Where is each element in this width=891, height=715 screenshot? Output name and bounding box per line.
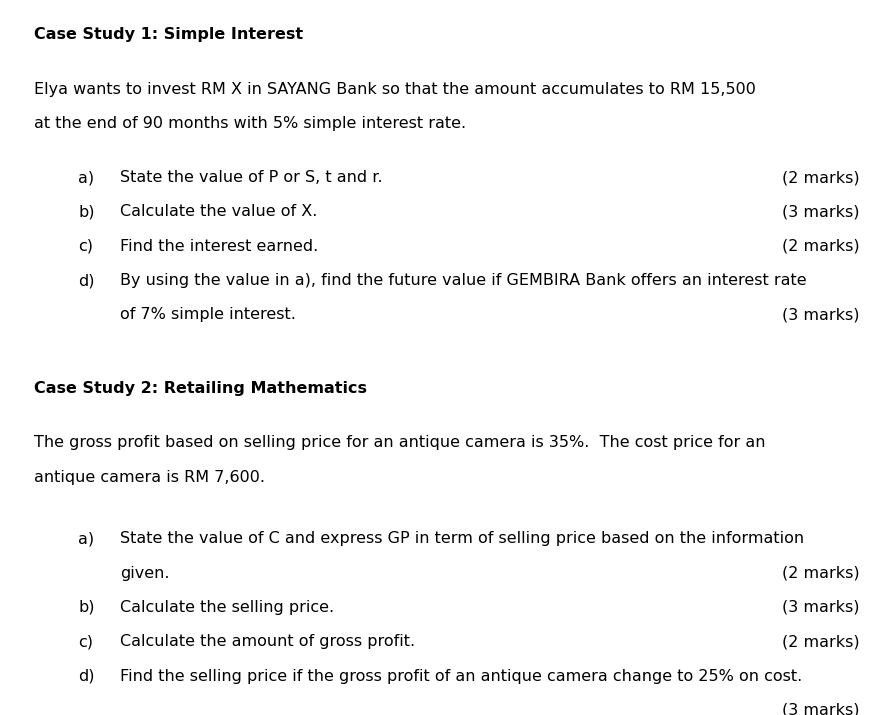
Text: Case Study 1: Simple Interest: Case Study 1: Simple Interest — [34, 27, 303, 42]
Text: (3 marks): (3 marks) — [782, 703, 860, 715]
Text: Elya wants to invest RM X in SAYANG Bank so that the amount accumulates to RM 15: Elya wants to invest RM X in SAYANG Bank… — [34, 82, 756, 97]
Text: Calculate the amount of gross profit.: Calculate the amount of gross profit. — [120, 634, 415, 649]
Text: c): c) — [78, 239, 94, 254]
Text: (2 marks): (2 marks) — [782, 566, 860, 581]
Text: b): b) — [78, 600, 95, 615]
Text: Calculate the selling price.: Calculate the selling price. — [120, 600, 334, 615]
Text: a): a) — [78, 170, 94, 185]
Text: (3 marks): (3 marks) — [782, 307, 860, 322]
Text: State the value of C and express GP in term of selling price based on the inform: State the value of C and express GP in t… — [120, 531, 805, 546]
Text: State the value of P or S, t and r.: State the value of P or S, t and r. — [120, 170, 383, 185]
Text: (3 marks): (3 marks) — [782, 204, 860, 220]
Text: Calculate the value of X.: Calculate the value of X. — [120, 204, 318, 220]
Text: The gross profit based on selling price for an antique camera is 35%.  The cost : The gross profit based on selling price … — [34, 435, 765, 450]
Text: given.: given. — [120, 566, 170, 581]
Text: Case Study 2: Retailing Mathematics: Case Study 2: Retailing Mathematics — [34, 381, 367, 396]
Text: a): a) — [78, 531, 94, 546]
Text: (2 marks): (2 marks) — [782, 170, 860, 185]
Text: antique camera is RM 7,600.: antique camera is RM 7,600. — [34, 470, 265, 485]
Text: (3 marks): (3 marks) — [782, 600, 860, 615]
Text: d): d) — [78, 273, 95, 288]
Text: (2 marks): (2 marks) — [782, 634, 860, 649]
Text: By using the value in a), find the future value if GEMBIRA Bank offers an intere: By using the value in a), find the futur… — [120, 273, 807, 288]
Text: b): b) — [78, 204, 95, 220]
Text: at the end of 90 months with 5% simple interest rate.: at the end of 90 months with 5% simple i… — [34, 116, 466, 131]
Text: of 7% simple interest.: of 7% simple interest. — [120, 307, 296, 322]
Text: c): c) — [78, 634, 94, 649]
Text: (2 marks): (2 marks) — [782, 239, 860, 254]
Text: d): d) — [78, 669, 95, 684]
Text: Find the interest earned.: Find the interest earned. — [120, 239, 319, 254]
Text: Find the selling price if the gross profit of an antique camera change to 25% on: Find the selling price if the gross prof… — [120, 669, 803, 684]
